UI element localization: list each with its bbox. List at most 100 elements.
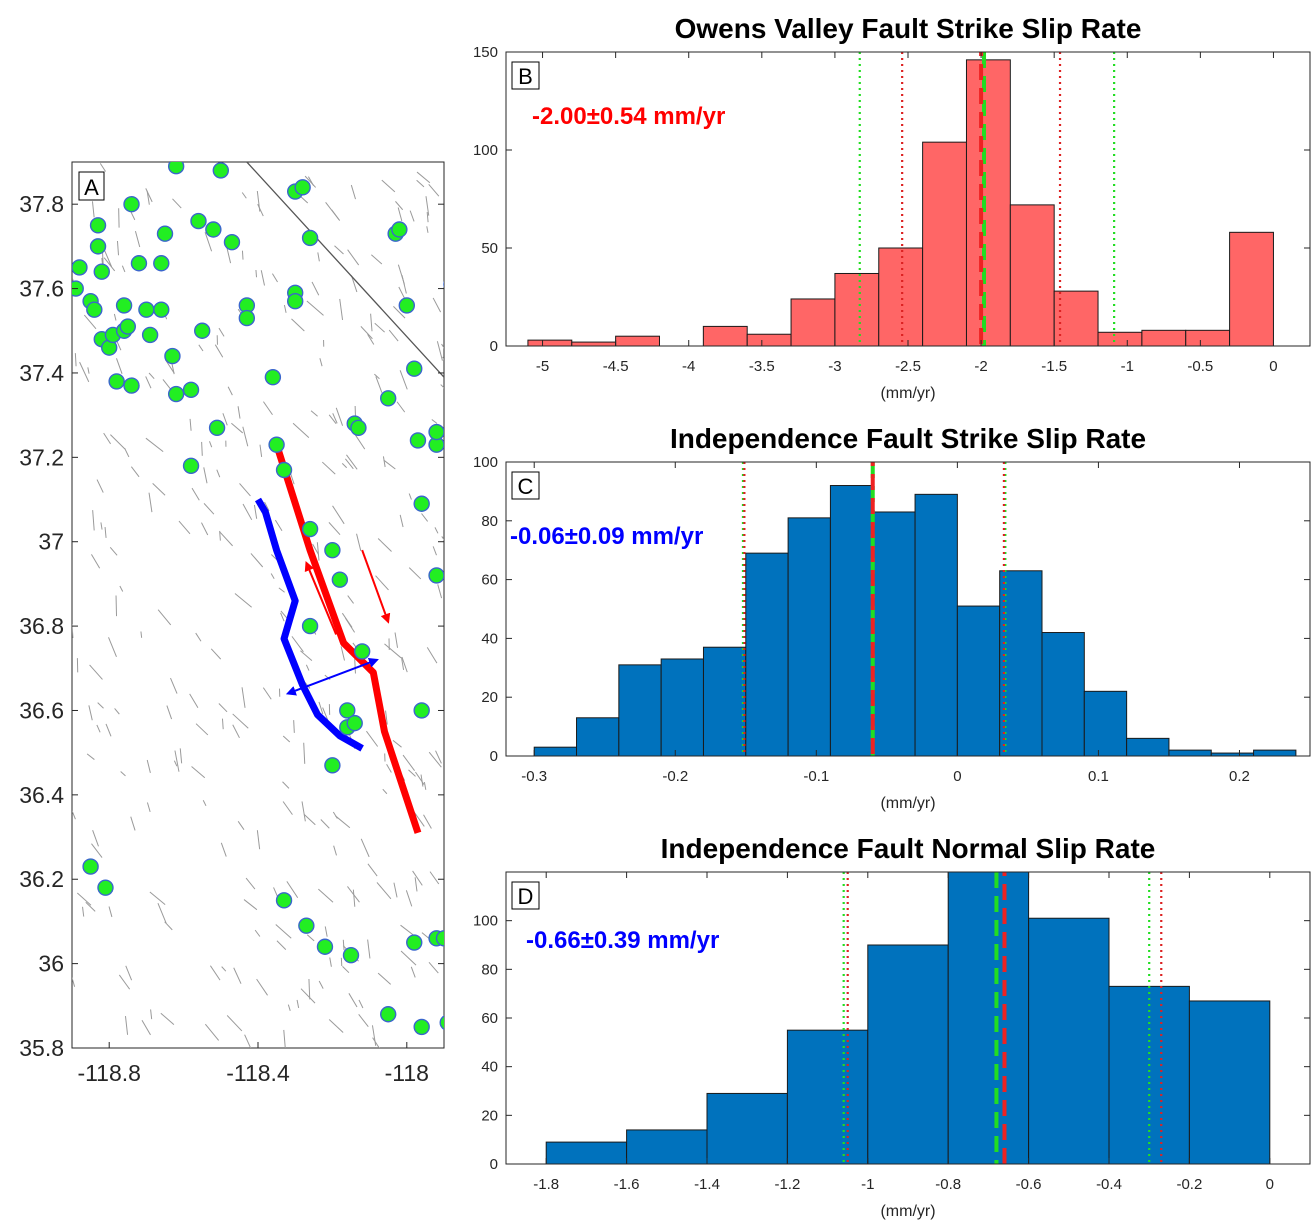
- red-arrow-down: [361, 549, 391, 624]
- fault-trace: [160, 1012, 175, 1026]
- fault-trace: [237, 821, 245, 830]
- fault-trace: [145, 188, 153, 203]
- xtick-label: -0.2: [662, 768, 688, 785]
- fault-trace: [396, 401, 406, 413]
- histogram-bar: [745, 552, 789, 756]
- xtick-label: -1.4: [694, 1176, 720, 1193]
- panel-label-box: [511, 61, 540, 90]
- fault-trace: [358, 1014, 369, 1028]
- histogram-bar: [626, 1129, 708, 1164]
- fault-trace: [421, 513, 429, 522]
- histogram-bar: [527, 339, 573, 346]
- fault-trace: [426, 226, 429, 233]
- fault-trace: [149, 891, 166, 906]
- fault-trace: [121, 265, 126, 273]
- map-ytick-label: 37.4: [19, 360, 64, 386]
- fault-trace: [420, 774, 424, 787]
- fault-trace: [426, 211, 429, 223]
- gps-station: [380, 1006, 397, 1023]
- fault-trace: [116, 240, 120, 256]
- gps-station: [350, 419, 367, 436]
- xtick-label: -1.8: [533, 1176, 559, 1193]
- fault-trace: [435, 750, 442, 764]
- ytick-label: 150: [473, 44, 498, 61]
- histogram-bar: [829, 485, 874, 756]
- fault-trace: [344, 458, 354, 470]
- fault-trace: [332, 413, 338, 424]
- gps-station: [298, 917, 315, 934]
- histogram-bar: [872, 511, 916, 756]
- fault-trace: [410, 966, 416, 978]
- fault-trace: [216, 469, 221, 478]
- histogram-bar: [545, 1141, 628, 1164]
- fault-trace: [431, 419, 438, 424]
- gps-station: [123, 195, 140, 213]
- fault-trace: [91, 843, 103, 858]
- x-axis-label: (mm/yr): [880, 795, 935, 812]
- fault-trace: [342, 939, 345, 951]
- independence-fault: [254, 497, 364, 752]
- fault-trace: [306, 934, 315, 942]
- fault-trace: [278, 587, 285, 593]
- fault-trace: [226, 1015, 243, 1032]
- fault-trace: [386, 764, 392, 773]
- fault-trace: [72, 624, 74, 639]
- fault-trace: [275, 924, 292, 939]
- ytick-label: 40: [481, 630, 498, 647]
- fault-trace: [282, 781, 290, 789]
- fault-trace: [239, 483, 251, 497]
- red-arrow-up: [304, 560, 338, 635]
- fault-trace: [289, 472, 295, 485]
- map-content: [72, 162, 507, 1048]
- fault-trace: [432, 297, 442, 313]
- fault-trace: [335, 815, 351, 829]
- fault-trace: [441, 343, 444, 349]
- fault-trace: [120, 771, 126, 777]
- fault-trace: [232, 713, 249, 729]
- gps-station: [428, 567, 444, 584]
- fault-trace: [274, 519, 283, 532]
- fault-trace: [412, 870, 423, 886]
- xtick-label: -4: [682, 358, 695, 375]
- fault-trace: [198, 344, 204, 352]
- xtick-label: -1.6: [614, 1176, 640, 1193]
- xtick-label: -0.2: [1176, 1176, 1202, 1193]
- fault-trace: [108, 906, 113, 918]
- gps-station: [182, 381, 200, 399]
- xtick-label: -1: [1121, 358, 1134, 375]
- fault-trace: [191, 766, 206, 779]
- gps-station: [492, 868, 507, 883]
- gps-station: [463, 965, 478, 980]
- xtick-label: -0.3: [521, 768, 547, 785]
- fault-trace: [172, 198, 182, 209]
- gps-station: [86, 301, 103, 318]
- fault-trace: [393, 882, 398, 898]
- blue-extension-arrow: [285, 657, 379, 696]
- fault-trace: [395, 201, 404, 211]
- panel-label-box: [511, 881, 540, 910]
- fault-trace: [125, 965, 133, 981]
- gps-station: [82, 858, 99, 875]
- fault-trace: [423, 781, 427, 790]
- chart-title: Independence Fault Normal Slip Rate: [661, 833, 1156, 864]
- gps-station: [448, 868, 463, 883]
- histogram-bar: [615, 335, 660, 346]
- fault-trace: [347, 595, 354, 604]
- fault-trace: [437, 584, 443, 599]
- xtick-label: -1: [861, 1176, 874, 1193]
- fault-trace: [316, 542, 320, 561]
- fault-trace: [375, 575, 389, 591]
- histogram-bar: [706, 1092, 788, 1164]
- fault-trace: [303, 742, 306, 764]
- gps-station: [275, 892, 293, 909]
- gps-station: [485, 733, 500, 748]
- fault-trace: [352, 889, 356, 907]
- fault-trace: [233, 967, 242, 984]
- gps-station: [141, 326, 159, 344]
- gps-station: [406, 934, 423, 951]
- fault-trace: [210, 648, 222, 660]
- fault-trace: [218, 703, 228, 713]
- fault-trace: [367, 939, 371, 959]
- histogram-bar: [618, 664, 662, 756]
- fault-trace: [286, 881, 299, 899]
